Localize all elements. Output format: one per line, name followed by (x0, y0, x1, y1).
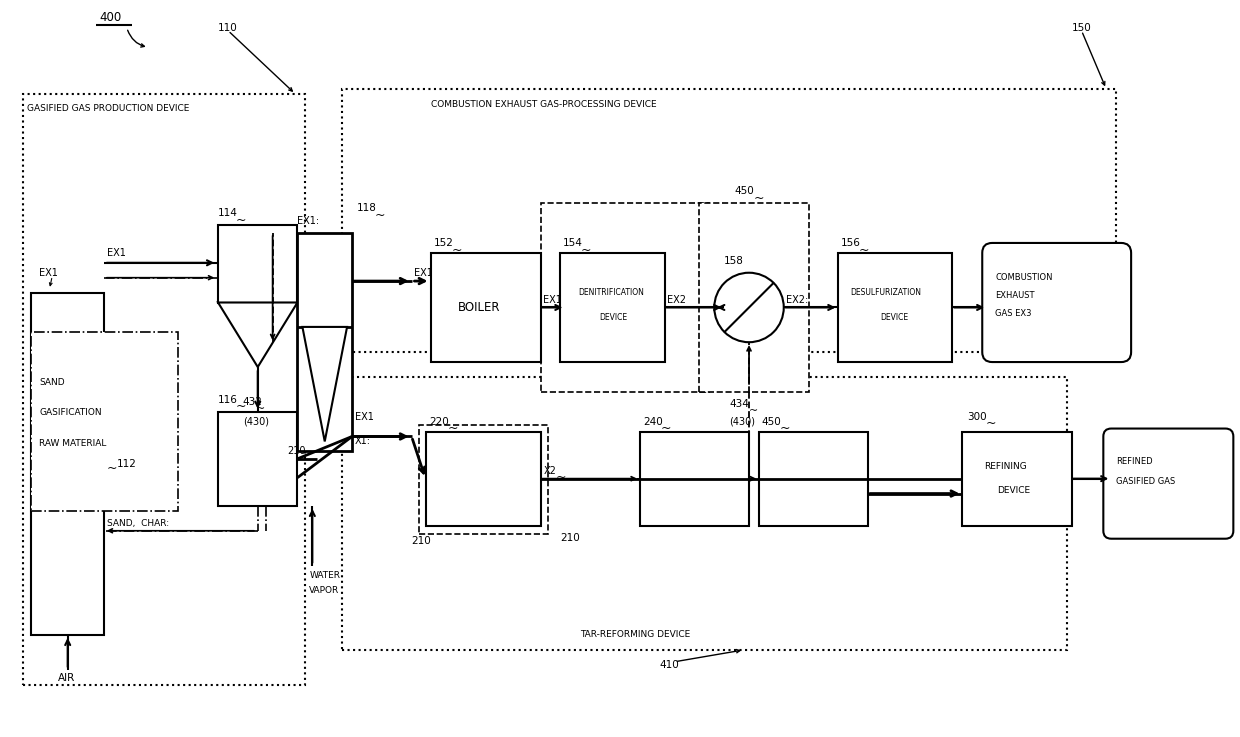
Text: 210: 210 (560, 533, 580, 542)
Bar (218, 412, 298, 506)
Text: SAND: SAND (40, 378, 64, 387)
Bar (838, 253, 952, 362)
Text: DEVICE: DEVICE (997, 486, 1030, 495)
Text: 410: 410 (660, 660, 680, 670)
Text: ~: ~ (374, 209, 386, 222)
Bar (218, 225, 298, 302)
Bar (962, 432, 1071, 525)
Text: 114: 114 (218, 208, 238, 218)
Text: ~: ~ (448, 422, 458, 435)
Text: 434: 434 (729, 399, 749, 409)
Text: DEVICE: DEVICE (600, 313, 627, 322)
Text: EX2:: EX2: (786, 295, 808, 304)
Text: 112: 112 (117, 458, 136, 469)
Text: REFINING: REFINING (985, 462, 1027, 471)
Text: EXHAUST: EXHAUST (996, 291, 1034, 300)
Text: X2: X2 (543, 466, 557, 475)
Text: 158: 158 (724, 256, 744, 266)
Polygon shape (218, 302, 298, 367)
Text: DEVICE: DEVICE (880, 313, 909, 322)
Text: ~: ~ (749, 405, 759, 416)
Text: AIR: AIR (58, 673, 76, 682)
Text: X1:: X1: (300, 338, 316, 347)
Bar (640, 432, 749, 525)
Bar (419, 425, 548, 534)
Text: COMBUSTION EXHAUST GAS-PROCESSING DEVICE: COMBUSTION EXHAUST GAS-PROCESSING DEVICE (432, 99, 657, 108)
Text: BOILER: BOILER (459, 301, 501, 314)
Bar (699, 203, 808, 392)
Text: 220: 220 (429, 416, 449, 427)
Text: EX1: EX1 (543, 295, 562, 304)
Bar (427, 432, 541, 525)
Bar (31, 332, 179, 511)
Text: 156: 156 (841, 238, 861, 248)
Bar (560, 253, 665, 362)
Bar (342, 377, 1066, 650)
Text: SAND:: SAND: (300, 318, 329, 326)
Text: 116: 116 (218, 395, 238, 405)
Bar (298, 233, 352, 451)
Text: 450: 450 (761, 416, 781, 427)
Text: (430): (430) (243, 416, 269, 427)
Text: 450: 450 (734, 186, 754, 196)
Text: DENITRIFICATION: DENITRIFICATION (578, 288, 644, 297)
Text: EX2: EX2 (667, 295, 686, 304)
Text: ~: ~ (580, 243, 590, 256)
Text: SAND,  CHAR:: SAND, CHAR: (107, 520, 169, 528)
Text: RAW MATERIAL: RAW MATERIAL (40, 439, 107, 447)
Text: 152: 152 (434, 238, 454, 248)
Text: EX1: EX1 (414, 268, 433, 278)
Text: X1:: X1: (355, 436, 371, 447)
Text: 118: 118 (357, 203, 377, 213)
Text: EX1: EX1 (40, 268, 58, 278)
Text: 240: 240 (642, 416, 662, 427)
Bar (432, 253, 541, 362)
Text: 154: 154 (563, 238, 583, 248)
Text: GASIFIED GAS: GASIFIED GAS (1116, 477, 1176, 486)
FancyBboxPatch shape (1104, 428, 1234, 539)
Bar (759, 432, 868, 525)
Text: ~: ~ (236, 214, 247, 226)
FancyBboxPatch shape (982, 243, 1131, 362)
Text: TAR-REFORMING DEVICE: TAR-REFORMING DEVICE (580, 630, 691, 640)
Text: ~: ~ (661, 422, 671, 435)
Text: EX1: EX1 (107, 248, 125, 258)
Bar (342, 89, 1116, 352)
Text: ~: ~ (236, 400, 247, 413)
Text: EX1:: EX1: (298, 216, 320, 226)
Bar (541, 203, 709, 392)
Text: (430): (430) (729, 416, 755, 427)
Text: ~: ~ (255, 404, 265, 413)
Text: GASIFIED GAS PRODUCTION DEVICE: GASIFIED GAS PRODUCTION DEVICE (26, 105, 188, 113)
Text: 150: 150 (1071, 23, 1091, 32)
Text: GASIFICATION: GASIFICATION (40, 408, 102, 417)
Text: COMBUSTION: COMBUSTION (996, 273, 1053, 282)
Text: 110: 110 (218, 23, 238, 32)
Text: WATER: WATER (309, 571, 340, 580)
Text: ~: ~ (780, 422, 790, 435)
Polygon shape (303, 327, 347, 441)
Text: EX1: EX1 (355, 412, 374, 422)
Text: REFINED: REFINED (1116, 457, 1153, 466)
Bar (31, 293, 104, 635)
Text: DESULFURIZATION: DESULFURIZATION (851, 288, 921, 297)
Text: 300: 300 (967, 412, 987, 422)
Text: ~: ~ (986, 417, 996, 430)
Text: ~: ~ (858, 243, 869, 256)
Text: ~: ~ (754, 192, 765, 205)
Text: VAPOR: VAPOR (309, 586, 340, 595)
Text: GAS EX3: GAS EX3 (996, 309, 1032, 318)
Bar (22, 94, 305, 685)
Text: ~: ~ (107, 462, 118, 475)
Text: 210: 210 (288, 447, 306, 456)
Text: ~: ~ (451, 243, 461, 256)
Text: ~: ~ (556, 471, 565, 484)
Text: 400: 400 (99, 11, 122, 24)
Text: 210: 210 (412, 536, 432, 545)
Text: 432: 432 (243, 397, 263, 407)
